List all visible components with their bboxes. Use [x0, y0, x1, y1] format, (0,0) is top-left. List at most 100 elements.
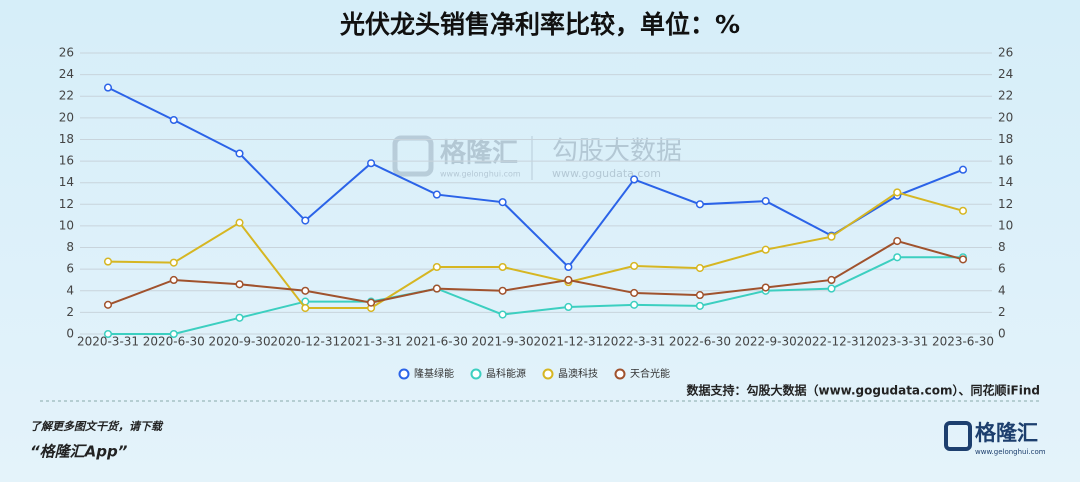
- point: [630, 175, 639, 184]
- point: [235, 218, 244, 227]
- legend-marker: [398, 368, 410, 380]
- point: [169, 115, 178, 125]
- y2-tick-label: 18: [998, 132, 1013, 146]
- watermark-text: 格隆汇: [440, 138, 518, 169]
- y-tick-label: 26: [59, 46, 74, 60]
- watermark-text: 勾股大数据: [552, 137, 682, 167]
- y2-tick-label: 12: [998, 197, 1013, 211]
- point: [564, 302, 573, 312]
- point: [695, 291, 704, 300]
- y2-tick-label: 26: [998, 46, 1013, 60]
- x-tick-label: 2020-3-31: [77, 335, 139, 349]
- watermark-text: www.gogudata.com: [552, 167, 661, 180]
- point: [761, 197, 770, 206]
- y-tick-label: 14: [59, 175, 74, 189]
- legend-label: 隆基绿能: [414, 367, 454, 380]
- point: [103, 300, 113, 309]
- point: [367, 159, 376, 168]
- point: [367, 298, 376, 307]
- y-tick-label: 6: [66, 262, 74, 276]
- logo-text: 格隆汇: [975, 421, 1038, 445]
- x-tick-label: 2022-9-30: [735, 335, 797, 349]
- point: [169, 258, 178, 267]
- point: [103, 257, 113, 266]
- point: [827, 275, 836, 285]
- point: [630, 300, 639, 309]
- point: [301, 286, 310, 295]
- y2-tick-label: 0: [998, 327, 1006, 341]
- point: [235, 149, 244, 158]
- x-tick-label: 2020-12-31: [270, 335, 340, 349]
- point: [301, 304, 310, 313]
- point: [827, 232, 836, 241]
- point: [761, 245, 770, 254]
- y2-tick-label: 6: [998, 262, 1006, 276]
- x-tick-label: 2023-6-30: [932, 335, 994, 349]
- point: [432, 262, 441, 272]
- point: [498, 310, 507, 319]
- point: [103, 329, 113, 339]
- point: [564, 262, 573, 272]
- legend-marker: [542, 368, 554, 380]
- point: [103, 83, 113, 92]
- footer-prompt: 了解更多图文干货，请下载: [30, 420, 164, 433]
- point: [630, 288, 639, 297]
- y-tick-label: 10: [59, 218, 74, 232]
- y-tick-label: 16: [59, 154, 74, 168]
- y2-tick-label: 2: [998, 305, 1006, 319]
- legend-label: 晶科能源: [486, 367, 526, 380]
- y-tick-label: 0: [66, 327, 74, 341]
- y2-tick-label: 22: [998, 89, 1013, 103]
- logo-url: www.gelonghui.com: [975, 448, 1046, 456]
- series-line: [107, 86, 964, 269]
- point: [432, 284, 441, 293]
- point: [893, 188, 902, 197]
- series-line: [108, 256, 963, 335]
- logo-icon: [944, 421, 972, 451]
- legend-label: 晶澳科技: [558, 367, 598, 380]
- point: [695, 264, 704, 273]
- y-tick-label: 8: [66, 240, 74, 254]
- point: [432, 190, 441, 199]
- point: [761, 283, 770, 292]
- series-line: [107, 239, 964, 306]
- watermark-text: www.gelonghui.com: [440, 170, 521, 179]
- x-tick-label: 2020-9-30: [208, 335, 270, 349]
- y2-tick-label: 14: [998, 175, 1013, 189]
- point: [498, 198, 507, 207]
- point: [235, 280, 244, 289]
- y-tick-label: 22: [59, 89, 74, 103]
- point: [958, 165, 968, 174]
- x-tick-label: 2021-12-31: [534, 335, 604, 349]
- series-line: [107, 191, 964, 310]
- point: [695, 200, 704, 209]
- y2-tick-label: 8: [998, 240, 1006, 254]
- point: [564, 275, 573, 285]
- point: [630, 261, 639, 270]
- x-tick-label: 2021-6-30: [406, 335, 468, 349]
- y-tick-label: 12: [59, 197, 74, 211]
- point: [301, 216, 310, 225]
- point: [958, 206, 968, 215]
- chart-title: 光伏龙头销售净利率比较，单位：%: [339, 10, 740, 39]
- x-tick-label: 2020-6-30: [143, 335, 205, 349]
- point: [958, 255, 968, 264]
- x-tick-label: 2023-3-31: [866, 335, 928, 349]
- y-tick-label: 2: [66, 305, 74, 319]
- y2-tick-label: 24: [998, 67, 1013, 81]
- y2-tick-label: 10: [998, 218, 1013, 232]
- y-tick-label: 24: [59, 67, 74, 81]
- y2-tick-label: 16: [998, 154, 1013, 168]
- y2-tick-label: 20: [998, 110, 1013, 124]
- x-tick-label: 2021-9-30: [472, 335, 534, 349]
- point: [827, 284, 836, 293]
- x-tick-label: 2022-3-31: [603, 335, 665, 349]
- footer-app: “格隆汇App”: [30, 443, 128, 461]
- point: [169, 329, 178, 339]
- point: [169, 275, 178, 285]
- x-tick-label: 2022-6-30: [669, 335, 731, 349]
- point: [235, 313, 244, 322]
- watermark-icon: [392, 135, 434, 177]
